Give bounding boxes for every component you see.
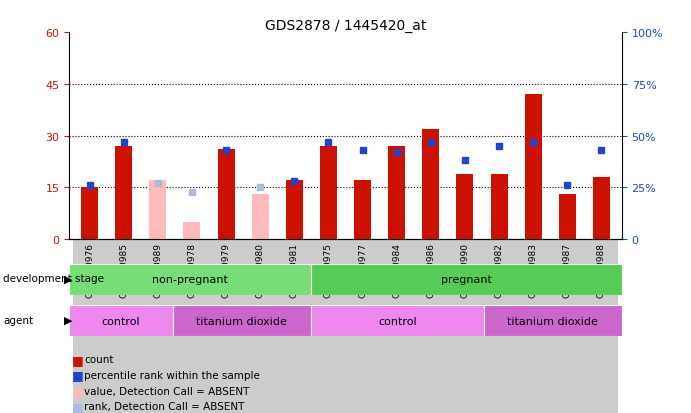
Text: GDS2878 / 1445420_at: GDS2878 / 1445420_at	[265, 19, 426, 33]
Bar	[550, 240, 585, 413]
Text: control: control	[378, 316, 417, 326]
Text: development stage: development stage	[3, 274, 104, 284]
Bar	[484, 306, 622, 337]
Bar	[516, 240, 550, 413]
Bar	[346, 240, 379, 413]
Bar	[175, 240, 209, 413]
Bar	[243, 240, 277, 413]
Bar	[141, 240, 175, 413]
Bar	[379, 240, 414, 413]
Bar	[320, 147, 337, 240]
Bar	[69, 306, 173, 337]
Text: ■: ■	[71, 368, 84, 382]
Text: ■: ■	[71, 353, 84, 366]
Bar	[277, 240, 312, 413]
Bar	[312, 240, 346, 413]
Bar	[115, 147, 132, 240]
Text: pregnant: pregnant	[441, 275, 492, 285]
Bar	[422, 129, 439, 240]
Text: ▶: ▶	[64, 274, 72, 284]
Bar	[286, 181, 303, 240]
Bar	[81, 188, 98, 240]
Text: titanium dioxide: titanium dioxide	[196, 316, 287, 326]
Text: percentile rank within the sample: percentile rank within the sample	[84, 370, 261, 380]
Bar	[354, 181, 371, 240]
Bar	[252, 195, 269, 240]
Text: non-pregnant: non-pregnant	[152, 275, 228, 285]
Bar	[149, 181, 167, 240]
Bar	[183, 222, 200, 240]
Text: ▶: ▶	[64, 315, 72, 325]
Bar	[388, 147, 405, 240]
Bar	[585, 240, 618, 413]
Bar	[491, 174, 508, 240]
Bar	[73, 240, 106, 413]
Bar	[311, 306, 484, 337]
Bar	[414, 240, 448, 413]
Bar	[456, 174, 473, 240]
Bar	[311, 264, 622, 295]
Text: ■: ■	[71, 384, 84, 397]
Text: titanium dioxide: titanium dioxide	[507, 316, 598, 326]
Bar	[448, 240, 482, 413]
Text: count: count	[84, 354, 114, 364]
Text: rank, Detection Call = ABSENT: rank, Detection Call = ABSENT	[84, 401, 245, 411]
Bar	[173, 306, 311, 337]
Bar	[482, 240, 516, 413]
Text: control: control	[102, 316, 140, 326]
Bar	[218, 150, 235, 240]
Bar	[559, 195, 576, 240]
Text: ■: ■	[71, 400, 84, 413]
Bar	[106, 240, 141, 413]
Bar	[524, 95, 542, 240]
Bar	[593, 178, 610, 240]
Text: agent: agent	[3, 315, 34, 325]
Bar	[69, 264, 311, 295]
Bar	[209, 240, 243, 413]
Text: value, Detection Call = ABSENT: value, Detection Call = ABSENT	[84, 386, 249, 396]
